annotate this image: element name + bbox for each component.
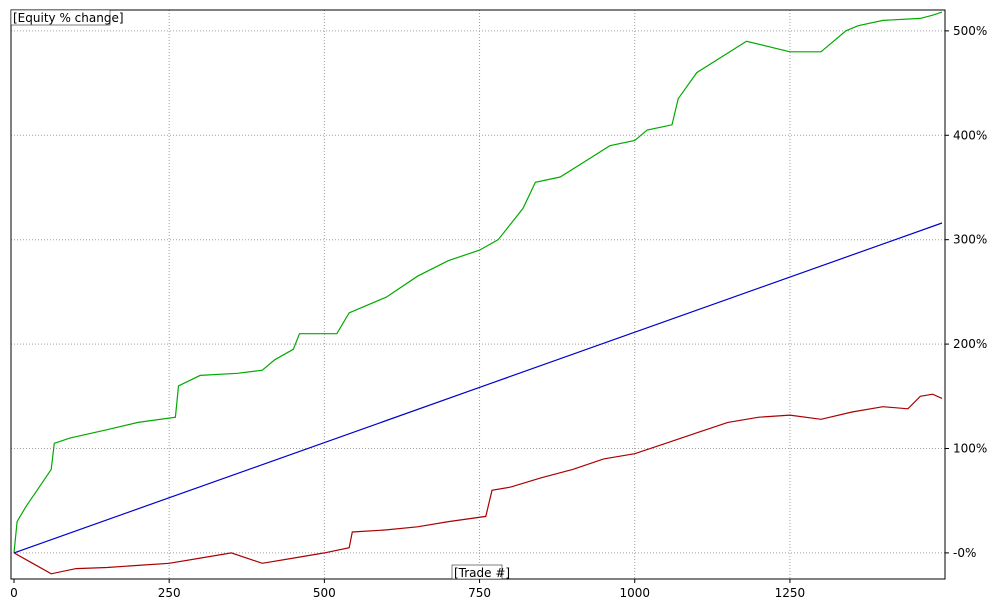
x-tick-label: 250 <box>158 586 181 600</box>
y-tick-label: 100% <box>953 441 987 455</box>
plot-background <box>11 10 945 579</box>
x-axis-label: [Trade #] <box>454 566 510 580</box>
x-axis-ticks: 0 250 500 750 1000 1250 <box>10 579 805 600</box>
y-tick-label: 400% <box>953 128 987 142</box>
chart-title: [Equity % change] <box>13 11 124 25</box>
y-axis-ticks: -0% 100% 200% 300% 400% 500% <box>945 24 987 560</box>
x-tick-label: 0 <box>10 586 18 600</box>
x-axis-label-box: [Trade #] <box>451 564 510 580</box>
x-tick-label: 500 <box>313 586 336 600</box>
series-line-3 <box>13 393 943 575</box>
x-tick-label: 1000 <box>619 586 650 600</box>
y-tick-label: 300% <box>953 233 987 247</box>
x-tick-label: 750 <box>468 586 491 600</box>
chart-title-box: [Equity % change] <box>10 9 124 26</box>
y-tick-label: 200% <box>953 337 987 351</box>
series-line-1 <box>13 11 943 553</box>
x-tick-label: 1250 <box>775 586 806 600</box>
y-tick-label: -0% <box>953 546 976 560</box>
grid-lines <box>11 10 945 579</box>
series-line-2 <box>13 222 943 554</box>
series-lines <box>13 11 943 575</box>
y-tick-label: 500% <box>953 24 987 38</box>
